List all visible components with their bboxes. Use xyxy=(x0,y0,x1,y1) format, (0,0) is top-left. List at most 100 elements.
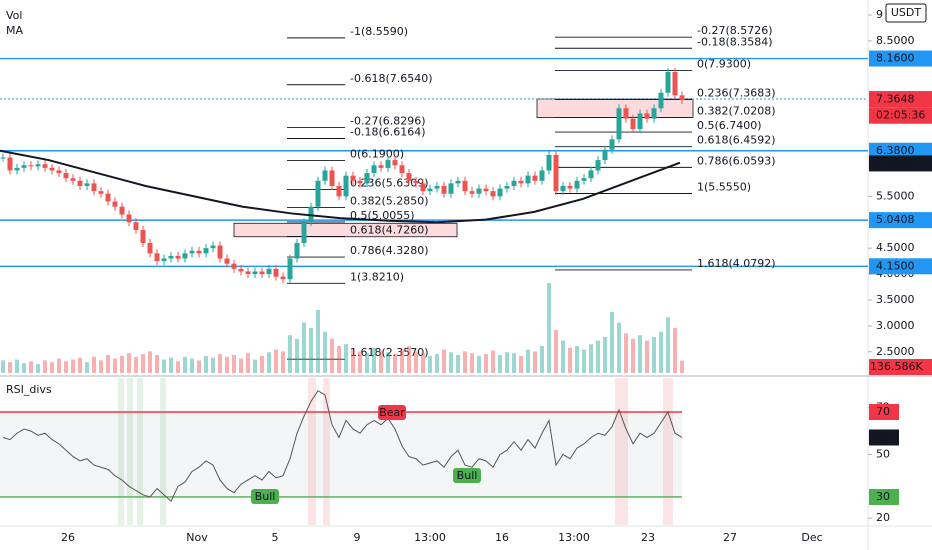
candle-body xyxy=(483,188,489,192)
candle xyxy=(105,189,111,206)
candle xyxy=(644,109,650,123)
volume-bar xyxy=(575,346,579,373)
candle xyxy=(364,169,370,188)
candle-body xyxy=(490,191,496,197)
candle xyxy=(539,166,545,185)
currency-button[interactable] xyxy=(885,3,927,23)
volume-bar xyxy=(610,311,614,373)
candle xyxy=(385,156,391,172)
candle xyxy=(469,187,475,198)
candle-body xyxy=(448,183,454,194)
candle xyxy=(357,176,363,188)
volume-bar xyxy=(519,355,523,373)
volume-bar xyxy=(337,346,341,373)
candle-body xyxy=(476,188,482,194)
candle-body xyxy=(525,175,531,184)
candle xyxy=(70,174,76,185)
candle-body xyxy=(14,167,20,171)
candle xyxy=(14,163,20,175)
candle-body xyxy=(532,175,538,181)
candle xyxy=(483,184,489,196)
divergence-stripe xyxy=(323,378,330,525)
volume-bar xyxy=(673,328,677,373)
volume-bar xyxy=(659,331,663,373)
candle-body xyxy=(28,165,34,167)
candle xyxy=(343,171,349,201)
candle-body xyxy=(196,250,202,254)
volume-bar xyxy=(435,354,439,373)
candle xyxy=(658,88,664,113)
volume-bar xyxy=(400,349,404,373)
candle-body xyxy=(420,183,426,192)
price-tag xyxy=(869,91,932,108)
volume-bar xyxy=(71,359,75,373)
candle xyxy=(280,272,286,284)
div-label xyxy=(251,489,279,504)
volume-bar xyxy=(92,356,96,373)
candle-body xyxy=(35,164,41,167)
volume-bar xyxy=(106,355,110,373)
candle xyxy=(616,104,622,144)
volume-bar xyxy=(141,354,145,373)
candle-body xyxy=(455,180,461,184)
volume-bar xyxy=(148,351,152,373)
volume-bar xyxy=(127,353,131,373)
candle-body xyxy=(336,185,342,197)
candle xyxy=(553,150,559,196)
volume-bar xyxy=(155,355,159,373)
candle-body xyxy=(42,164,48,168)
candle-body xyxy=(175,255,181,259)
volume-tag xyxy=(869,359,932,375)
y-tick-label: 4.5000 xyxy=(876,241,915,254)
candle-body xyxy=(168,255,174,259)
candle xyxy=(595,156,601,175)
volume-bar xyxy=(624,333,628,373)
fib-label: -0.18(8.3584) xyxy=(697,35,773,48)
candle-body xyxy=(623,108,629,119)
candle xyxy=(126,210,132,227)
level-tag-label: 8.1600 xyxy=(876,52,915,65)
candle-body xyxy=(497,188,503,197)
candle xyxy=(448,179,454,198)
volume-bar xyxy=(379,350,383,373)
candle-body xyxy=(581,178,587,181)
candle-body xyxy=(609,139,615,150)
divergence-stripe xyxy=(137,378,143,525)
candle-body xyxy=(91,183,97,192)
candle-body xyxy=(462,180,468,192)
candle xyxy=(588,166,594,183)
candle-body xyxy=(98,191,104,194)
candle xyxy=(7,153,13,175)
candle-body xyxy=(399,165,405,174)
rsi-tag xyxy=(869,403,899,420)
candle xyxy=(462,176,468,196)
candle xyxy=(441,181,447,198)
candle-body xyxy=(217,245,223,259)
candle-body xyxy=(77,180,83,186)
volume-bar xyxy=(99,360,103,373)
candle xyxy=(217,241,223,263)
volume-bar xyxy=(225,356,229,373)
price-tag-label: 7.3648 xyxy=(876,93,915,106)
volume-bar xyxy=(386,352,390,373)
volume-bar xyxy=(8,362,12,373)
candle xyxy=(0,153,6,162)
volume-bar xyxy=(512,353,516,373)
candle-body xyxy=(273,268,279,277)
y-tick-label: 3.5000 xyxy=(876,293,915,306)
time-label: 9 xyxy=(354,531,361,544)
rsi-tick-label: 20 xyxy=(876,511,890,524)
candle-body xyxy=(546,154,552,171)
candle xyxy=(525,171,531,188)
candle xyxy=(567,181,573,193)
time-label: Nov xyxy=(186,531,208,544)
volume-bar xyxy=(113,358,117,373)
candle xyxy=(35,160,41,171)
volume-bar xyxy=(456,355,460,373)
candle xyxy=(399,161,405,178)
volume-bar xyxy=(169,357,173,373)
level-tag-label: 5.0408 xyxy=(876,213,915,226)
level-tag xyxy=(869,258,932,275)
volume-bar xyxy=(22,363,26,373)
